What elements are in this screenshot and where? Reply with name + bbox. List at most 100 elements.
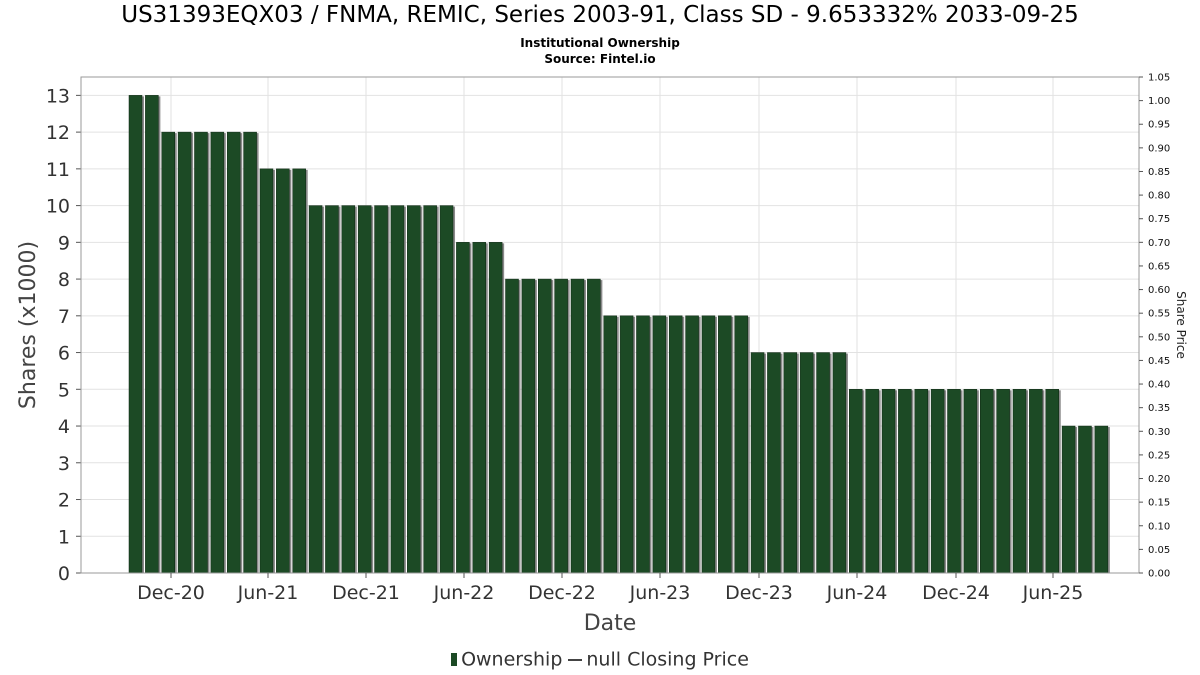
bar bbox=[701, 315, 716, 574]
bar bbox=[603, 315, 617, 574]
bar bbox=[423, 205, 437, 574]
y-tick-label: 8 bbox=[58, 269, 70, 291]
y-tick-label: 4 bbox=[58, 416, 70, 438]
plot-frame bbox=[80, 76, 1140, 574]
y2-tick-label: 0.20 bbox=[1148, 474, 1170, 485]
bar bbox=[619, 315, 634, 574]
bar bbox=[292, 168, 306, 574]
y2-tick-label: 1.05 bbox=[1148, 73, 1170, 84]
chart-title: US31393EQX03 / FNMA, REMIC, Series 2003-… bbox=[121, 2, 1079, 28]
bar bbox=[816, 352, 830, 574]
y2-tick-label: 0.05 bbox=[1148, 545, 1170, 556]
legend-ownership-swatch bbox=[451, 653, 458, 666]
bar bbox=[979, 389, 994, 574]
bar bbox=[930, 389, 945, 574]
bar bbox=[1094, 425, 1109, 574]
bar bbox=[210, 131, 225, 574]
y-tick-label: 6 bbox=[58, 343, 70, 365]
y2-tick-label: 1.00 bbox=[1148, 96, 1170, 107]
y-tick-label: 12 bbox=[46, 122, 70, 144]
y2-tick-label: 0.85 bbox=[1148, 167, 1170, 178]
x-tick-label: Jun-24 bbox=[826, 582, 888, 604]
y2-tick-label: 0.15 bbox=[1148, 498, 1170, 509]
bar bbox=[128, 95, 143, 574]
bar bbox=[456, 242, 470, 574]
y2-tick-label: 0.95 bbox=[1148, 120, 1170, 131]
bar bbox=[963, 389, 978, 574]
y2-tick-label: 0.00 bbox=[1148, 569, 1170, 580]
bar bbox=[783, 352, 798, 574]
bar bbox=[243, 131, 257, 574]
y2-tick-label: 0.30 bbox=[1148, 427, 1170, 438]
x-tick-label: Dec-22 bbox=[528, 582, 596, 604]
bar bbox=[1061, 425, 1076, 574]
y2-tick-label: 0.90 bbox=[1148, 143, 1170, 154]
legend-price-label: null Closing Price bbox=[586, 648, 749, 671]
y-tick-label: 7 bbox=[58, 306, 70, 328]
bar bbox=[505, 278, 519, 574]
bar bbox=[145, 95, 159, 574]
y2-tick-label: 0.35 bbox=[1148, 403, 1170, 414]
x-tick-label: Dec-24 bbox=[922, 582, 990, 604]
y2-tick-label: 0.60 bbox=[1148, 285, 1170, 296]
bar bbox=[849, 389, 863, 574]
y-tick-label: 2 bbox=[58, 490, 70, 512]
bar bbox=[538, 278, 552, 574]
y2-tick-label: 0.50 bbox=[1148, 332, 1170, 343]
bar bbox=[587, 278, 601, 574]
bar bbox=[1045, 389, 1059, 574]
bar bbox=[439, 205, 454, 574]
y-tick-label: 13 bbox=[46, 85, 70, 107]
y2-tick-label: 0.70 bbox=[1148, 238, 1170, 249]
bar bbox=[685, 315, 699, 574]
bar bbox=[276, 168, 290, 574]
y-tick-label: 0 bbox=[58, 563, 70, 585]
legend: Ownership null Closing Price bbox=[0, 648, 1200, 671]
y2-axis-label: Share Price bbox=[1174, 291, 1188, 359]
bar bbox=[177, 131, 192, 574]
bar bbox=[325, 205, 339, 574]
bar bbox=[636, 315, 650, 574]
bar bbox=[357, 205, 372, 574]
y2-tick-label: 0.55 bbox=[1148, 309, 1170, 320]
x-tick-label: Dec-20 bbox=[137, 582, 205, 604]
bar bbox=[1012, 389, 1027, 574]
y2-tick-label: 0.75 bbox=[1148, 214, 1170, 225]
y-tick-label: 5 bbox=[58, 379, 70, 401]
bar bbox=[865, 389, 879, 574]
bar bbox=[390, 205, 405, 574]
bar bbox=[308, 205, 323, 574]
y-tick-label: 10 bbox=[46, 196, 70, 218]
y-tick-label: 11 bbox=[46, 159, 70, 181]
legend-price-swatch bbox=[568, 658, 583, 661]
y-tick-label: 1 bbox=[58, 526, 70, 548]
x-tick-label: Jun-25 bbox=[1022, 582, 1084, 604]
bar bbox=[554, 278, 568, 574]
bar bbox=[734, 315, 748, 574]
bar bbox=[194, 131, 208, 574]
bar bbox=[750, 352, 765, 574]
chart-subtitle: Institutional Ownership bbox=[520, 36, 680, 50]
x-tick-label: Jun-22 bbox=[433, 582, 495, 604]
chart-source: Source: Fintel.io bbox=[544, 52, 656, 66]
bar bbox=[799, 352, 814, 574]
bar bbox=[898, 389, 912, 574]
bar bbox=[161, 131, 175, 574]
y2-tick-label: 0.65 bbox=[1148, 261, 1170, 272]
bar bbox=[767, 352, 781, 574]
bar bbox=[1029, 389, 1043, 574]
y2-tick-label: 0.80 bbox=[1148, 191, 1170, 202]
bar bbox=[881, 389, 896, 574]
bar bbox=[472, 242, 487, 574]
bar bbox=[374, 205, 388, 574]
y-tick-label: 3 bbox=[58, 453, 70, 475]
x-tick-label: Dec-21 bbox=[332, 582, 400, 604]
y-tick-label: 9 bbox=[58, 232, 70, 254]
bar bbox=[341, 205, 356, 574]
y2-tick-label: 0.10 bbox=[1148, 521, 1170, 532]
bar bbox=[488, 242, 503, 574]
x-tick-label: Jun-23 bbox=[629, 582, 691, 604]
y-axis-label: Shares (x1000) bbox=[16, 241, 41, 409]
bar bbox=[259, 168, 274, 574]
